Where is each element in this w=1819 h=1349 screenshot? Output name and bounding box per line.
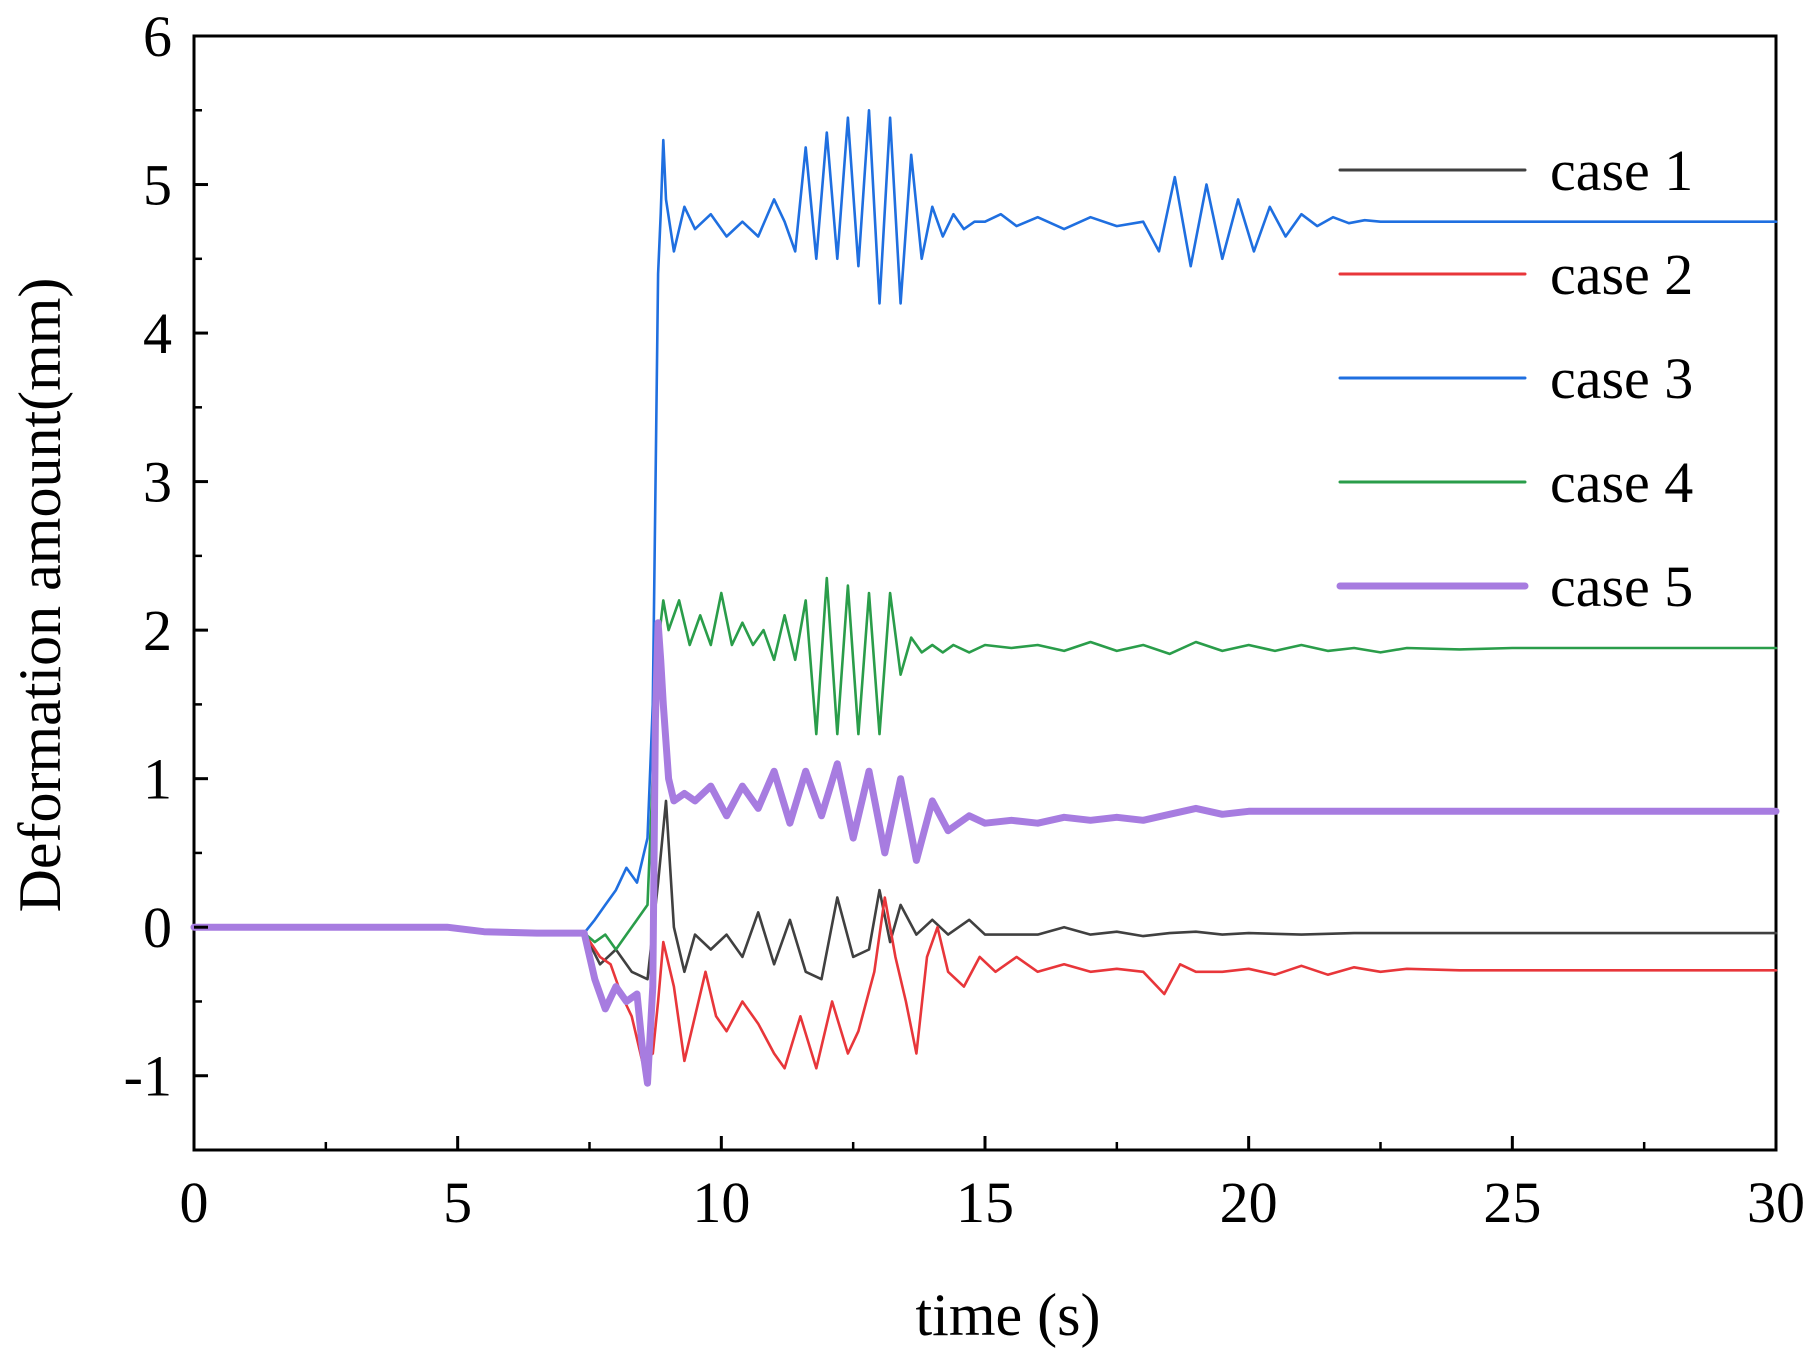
legend-label-1: case 1	[1550, 138, 1693, 203]
x-tick-label: 5	[443, 1170, 472, 1235]
x-tick-label: 25	[1483, 1170, 1541, 1235]
legend: case 1 case 2 case 3 case 4 case 5	[1336, 138, 1693, 619]
series-line-1	[192, 799, 1778, 981]
x-tick-label: 0	[180, 1170, 209, 1235]
y-tick-label: -1	[124, 1044, 172, 1109]
legend-label-3: case 3	[1550, 346, 1693, 411]
y-tick-label: 3	[143, 450, 172, 515]
y-tick-label: 0	[143, 895, 172, 960]
plot-border	[192, 34, 1778, 1152]
series-line-5	[190, 619, 1780, 1087]
x-tick-label: 15	[956, 1170, 1014, 1235]
plot-frame	[192, 34, 1778, 1152]
x-tick-label: 30	[1747, 1170, 1805, 1235]
legend-label-2: case 2	[1550, 242, 1693, 307]
series-layer	[190, 109, 1780, 1087]
series-line-4	[192, 576, 1778, 951]
legend-label-5: case 5	[1550, 554, 1693, 619]
y-axis-title: Deformation amount(mm)	[7, 278, 73, 913]
legend-label-4: case 4	[1550, 450, 1693, 515]
y-tick-label: 1	[143, 747, 172, 812]
y-tick-label: 4	[143, 301, 172, 366]
x-tick-label: 20	[1220, 1170, 1278, 1235]
x-tick-label: 10	[692, 1170, 750, 1235]
y-tick-label: 2	[143, 598, 172, 663]
series-line-2	[192, 896, 1778, 1070]
y-tick-label: 5	[143, 153, 172, 218]
x-axis-title: time (s)	[916, 1282, 1101, 1348]
y-tick-label: 6	[143, 4, 172, 69]
series-line-3	[192, 109, 1778, 935]
